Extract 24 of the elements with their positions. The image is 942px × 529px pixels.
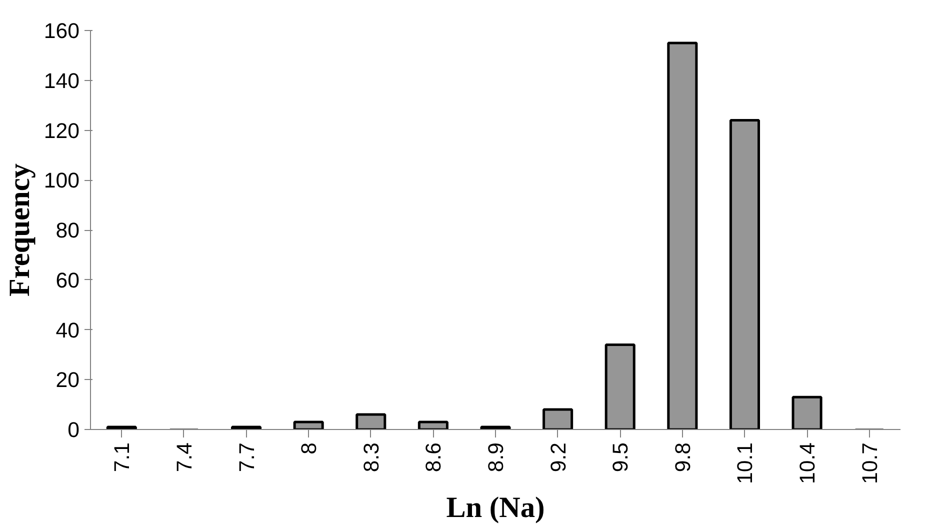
y-tick-label: 80: [56, 218, 80, 242]
y-axis-title: Frequency: [4, 163, 36, 297]
x-tick-label: 9.2: [546, 442, 570, 472]
y-tick-label: 160: [44, 19, 80, 43]
y-tick-label: 60: [56, 268, 80, 292]
x-tick-label: 9.8: [670, 442, 695, 472]
x-tick-label: 9.5: [608, 442, 633, 472]
x-tick-label: 10.7: [858, 442, 882, 484]
x-tick-label: 8: [297, 442, 322, 454]
x-tick-label: 10.1: [733, 442, 758, 484]
x-tick-label: 7.4: [172, 442, 196, 472]
y-tick-label: 0: [68, 418, 80, 442]
x-tick-label: 7.1: [110, 442, 134, 472]
x-tick-label: 10.4: [796, 442, 820, 484]
x-tick-label: 8.3: [359, 442, 384, 472]
y-tick-label: 120: [44, 118, 80, 143]
y-tick-label: 140: [44, 68, 80, 93]
x-axis-title: Ln (Na): [446, 492, 545, 524]
y-tick-label: 40: [56, 318, 80, 342]
y-tick-label: 20: [56, 368, 80, 392]
y-tick-label: 100: [44, 168, 80, 193]
x-tick-label: 8.6: [422, 442, 446, 472]
x-tick-label: 7.7: [234, 442, 259, 472]
x-tick-label: 8.9: [484, 442, 508, 472]
